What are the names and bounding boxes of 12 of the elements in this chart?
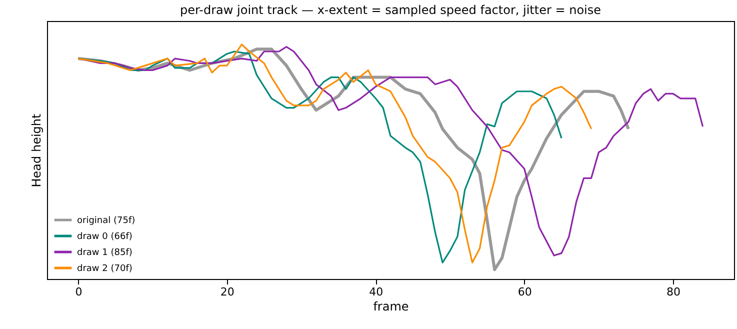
x-tick-label: 20 [220, 286, 234, 298]
legend-label: draw 1 (85f) [77, 248, 132, 258]
legend-label: draw 0 (66f) [77, 232, 132, 242]
y-axis-title: Head height [30, 113, 44, 188]
x-tick-label: 80 [666, 286, 681, 298]
chart-title: per-draw joint track — x-extent = sampled speed factor, jitter = noise [180, 3, 602, 17]
legend-label: draw 2 (70f) [77, 264, 132, 274]
legend-label: original (75f) [77, 216, 136, 226]
x-tick-label: 40 [369, 286, 384, 298]
x-tick-label: 60 [518, 286, 532, 298]
x-tick-label: 0 [75, 286, 82, 298]
x-axis-title: frame [373, 300, 409, 314]
